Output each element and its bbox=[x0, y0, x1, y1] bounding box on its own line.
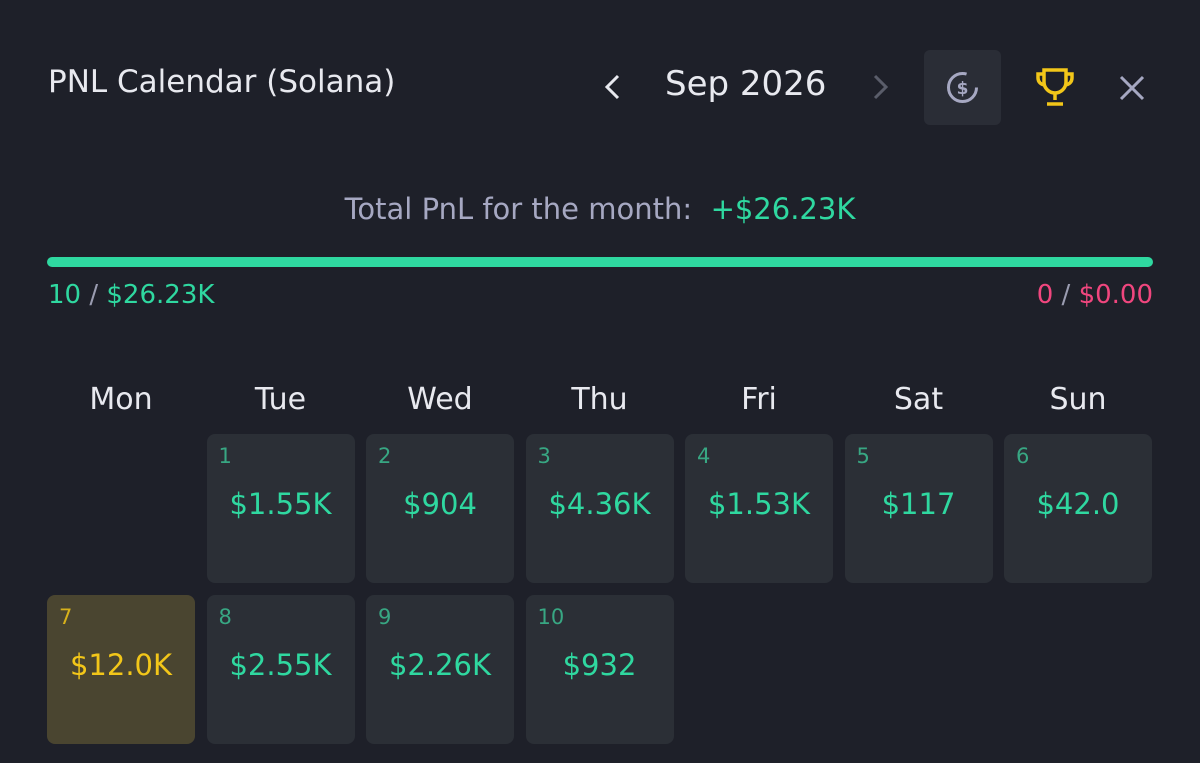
loss-stats: 0 / $0.00 bbox=[1037, 280, 1153, 310]
leaderboard[interactable] bbox=[1034, 66, 1076, 110]
loss-count: 0 bbox=[1036, 280, 1054, 310]
day-number: 9 bbox=[378, 605, 392, 629]
currency-toggle[interactable]: $ bbox=[924, 50, 1001, 125]
day-number: 10 bbox=[537, 605, 565, 629]
day-pnl: $904 bbox=[403, 487, 477, 521]
day-cell[interactable]: 5 $117 bbox=[844, 434, 993, 583]
day-cell[interactable]: 2 $904 bbox=[366, 434, 514, 583]
day-pnl: $1.53K bbox=[707, 487, 811, 521]
title: PNL Calendar (Solana) bbox=[48, 64, 396, 100]
next-month[interactable] bbox=[866, 72, 894, 102]
day-number: 5 bbox=[856, 444, 870, 468]
month-label: Sep 2026 bbox=[665, 64, 827, 104]
win-amount: $26.23K bbox=[106, 280, 215, 310]
win-loss-bar bbox=[47, 257, 1153, 267]
weekday: Mon bbox=[89, 382, 153, 417]
day-pnl: $932 bbox=[562, 648, 637, 682]
win-stats: 10 / $26.23K bbox=[48, 280, 214, 310]
day-cell[interactable]: 9 $2.26K bbox=[366, 595, 514, 744]
day-cell[interactable]: 1 $1.55K bbox=[206, 434, 355, 583]
separator: / bbox=[89, 280, 99, 310]
weekday: Sun bbox=[1049, 382, 1107, 417]
day-number: 8 bbox=[218, 605, 232, 629]
day-number: 4 bbox=[697, 444, 711, 468]
loss-amount: $0.00 bbox=[1078, 280, 1153, 310]
win-count: 10 bbox=[48, 280, 82, 310]
day-number: 3 bbox=[537, 444, 551, 468]
day-cell[interactable]: 8 $2.55K bbox=[206, 595, 355, 744]
summary-value: +$26.23K bbox=[710, 192, 856, 226]
day-number: 7 bbox=[59, 605, 73, 629]
close[interactable] bbox=[1118, 74, 1146, 102]
day-pnl: $2.26K bbox=[388, 648, 492, 682]
day-cell[interactable]: 7 $12.0K bbox=[47, 595, 195, 744]
day-pnl: $2.55K bbox=[229, 648, 332, 682]
day-pnl: $42.0 bbox=[1036, 487, 1120, 521]
weekday: Sat bbox=[893, 382, 944, 417]
day-pnl: $117 bbox=[881, 487, 956, 521]
day-number: 1 bbox=[218, 444, 232, 468]
weekday: Fri bbox=[741, 382, 777, 417]
day-number: 2 bbox=[378, 444, 392, 468]
summary-label: Total PnL for the month: bbox=[344, 192, 693, 226]
day-cell[interactable]: 6 $42.0 bbox=[1004, 434, 1152, 583]
day-cell[interactable]: 3 $4.36K bbox=[525, 434, 674, 583]
prev-month[interactable] bbox=[598, 72, 626, 102]
day-cell[interactable]: 4 $1.53K bbox=[685, 434, 833, 583]
day-cell[interactable]: 10 $932 bbox=[525, 595, 674, 744]
svg-text:$: $ bbox=[957, 79, 969, 99]
day-pnl: $1.55K bbox=[229, 487, 332, 521]
currency-icon: $ bbox=[947, 72, 978, 103]
weekday: Thu bbox=[571, 382, 628, 417]
day-pnl: $4.36K bbox=[548, 487, 651, 521]
month-summary: Total PnL for the month: +$26.23K bbox=[0, 192, 1200, 226]
weekday: Wed bbox=[407, 382, 473, 417]
separator: / bbox=[1061, 280, 1071, 310]
day-number: 6 bbox=[1016, 444, 1030, 468]
day-pnl: $12.0K bbox=[69, 648, 173, 682]
weekday: Tue bbox=[254, 382, 307, 417]
